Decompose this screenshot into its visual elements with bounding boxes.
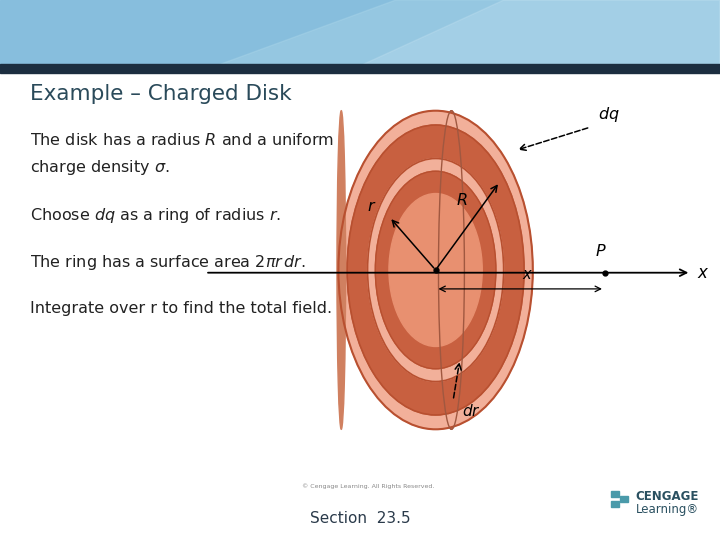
Polygon shape bbox=[360, 0, 720, 66]
Text: Learning®: Learning® bbox=[636, 503, 699, 516]
Text: $x$: $x$ bbox=[697, 264, 709, 282]
Bar bbox=[0, 64, 720, 73]
Ellipse shape bbox=[375, 171, 496, 369]
Text: CENGAGE: CENGAGE bbox=[636, 490, 699, 503]
Bar bbox=[611, 491, 619, 497]
Ellipse shape bbox=[337, 111, 346, 429]
Polygon shape bbox=[216, 0, 720, 66]
Text: The disk has a radius $\it{R}$ and a uniform: The disk has a radius $\it{R}$ and a uni… bbox=[30, 132, 335, 149]
Text: $P$: $P$ bbox=[595, 243, 607, 259]
Text: Choose $\it{dq}$ as a ring of radius $\it{r}$.: Choose $\it{dq}$ as a ring of radius $\i… bbox=[30, 206, 282, 225]
Bar bbox=[620, 496, 628, 502]
Text: The ring has a surface area $2\pi\it{r}\,\it{dr}$.: The ring has a surface area $2\pi\it{r}\… bbox=[30, 253, 306, 272]
Text: $r$: $r$ bbox=[367, 199, 377, 214]
Ellipse shape bbox=[347, 125, 524, 415]
Ellipse shape bbox=[438, 111, 464, 429]
Text: Integrate over r to find the total field.: Integrate over r to find the total field… bbox=[30, 301, 333, 316]
Ellipse shape bbox=[389, 193, 482, 347]
Text: charge density $\it{\sigma}$.: charge density $\it{\sigma}$. bbox=[30, 158, 170, 177]
Text: $R$: $R$ bbox=[456, 192, 467, 208]
Text: $dr$: $dr$ bbox=[462, 403, 480, 420]
Ellipse shape bbox=[338, 111, 533, 429]
Text: Example – Charged Disk: Example – Charged Disk bbox=[30, 84, 292, 104]
Text: $x$: $x$ bbox=[522, 267, 533, 282]
Ellipse shape bbox=[367, 159, 504, 381]
Bar bbox=[611, 501, 619, 507]
Text: $dq$: $dq$ bbox=[598, 105, 619, 124]
Bar bbox=[0, 0, 720, 66]
Text: © Cengage Learning. All Rights Reserved.: © Cengage Learning. All Rights Reserved. bbox=[302, 483, 435, 489]
Text: Section  23.5: Section 23.5 bbox=[310, 511, 410, 526]
